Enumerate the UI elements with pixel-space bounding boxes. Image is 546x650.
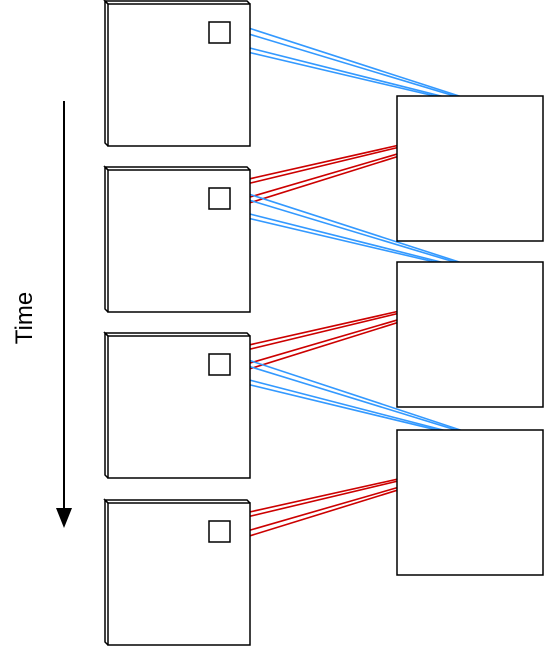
receptive-patch	[208, 187, 231, 210]
input-frame-left-edge	[104, 165, 109, 313]
output-units	[396, 95, 544, 576]
time-axis-label: Time	[11, 292, 38, 344]
input-frame-left-edge	[104, 0, 109, 147]
input-frame-left-edge	[104, 498, 109, 646]
output-unit	[396, 95, 544, 242]
input-frame-left-edge	[104, 331, 109, 479]
input-frames	[103, 0, 251, 646]
receptive-patch	[208, 520, 231, 543]
output-unit	[396, 261, 544, 408]
receptive-patch	[208, 353, 231, 376]
time-axis: Time	[11, 101, 72, 528]
output-unit	[396, 429, 544, 576]
receptive-patches	[208, 21, 231, 543]
receptive-patch	[208, 21, 231, 44]
time-axis-arrowhead	[56, 508, 72, 528]
